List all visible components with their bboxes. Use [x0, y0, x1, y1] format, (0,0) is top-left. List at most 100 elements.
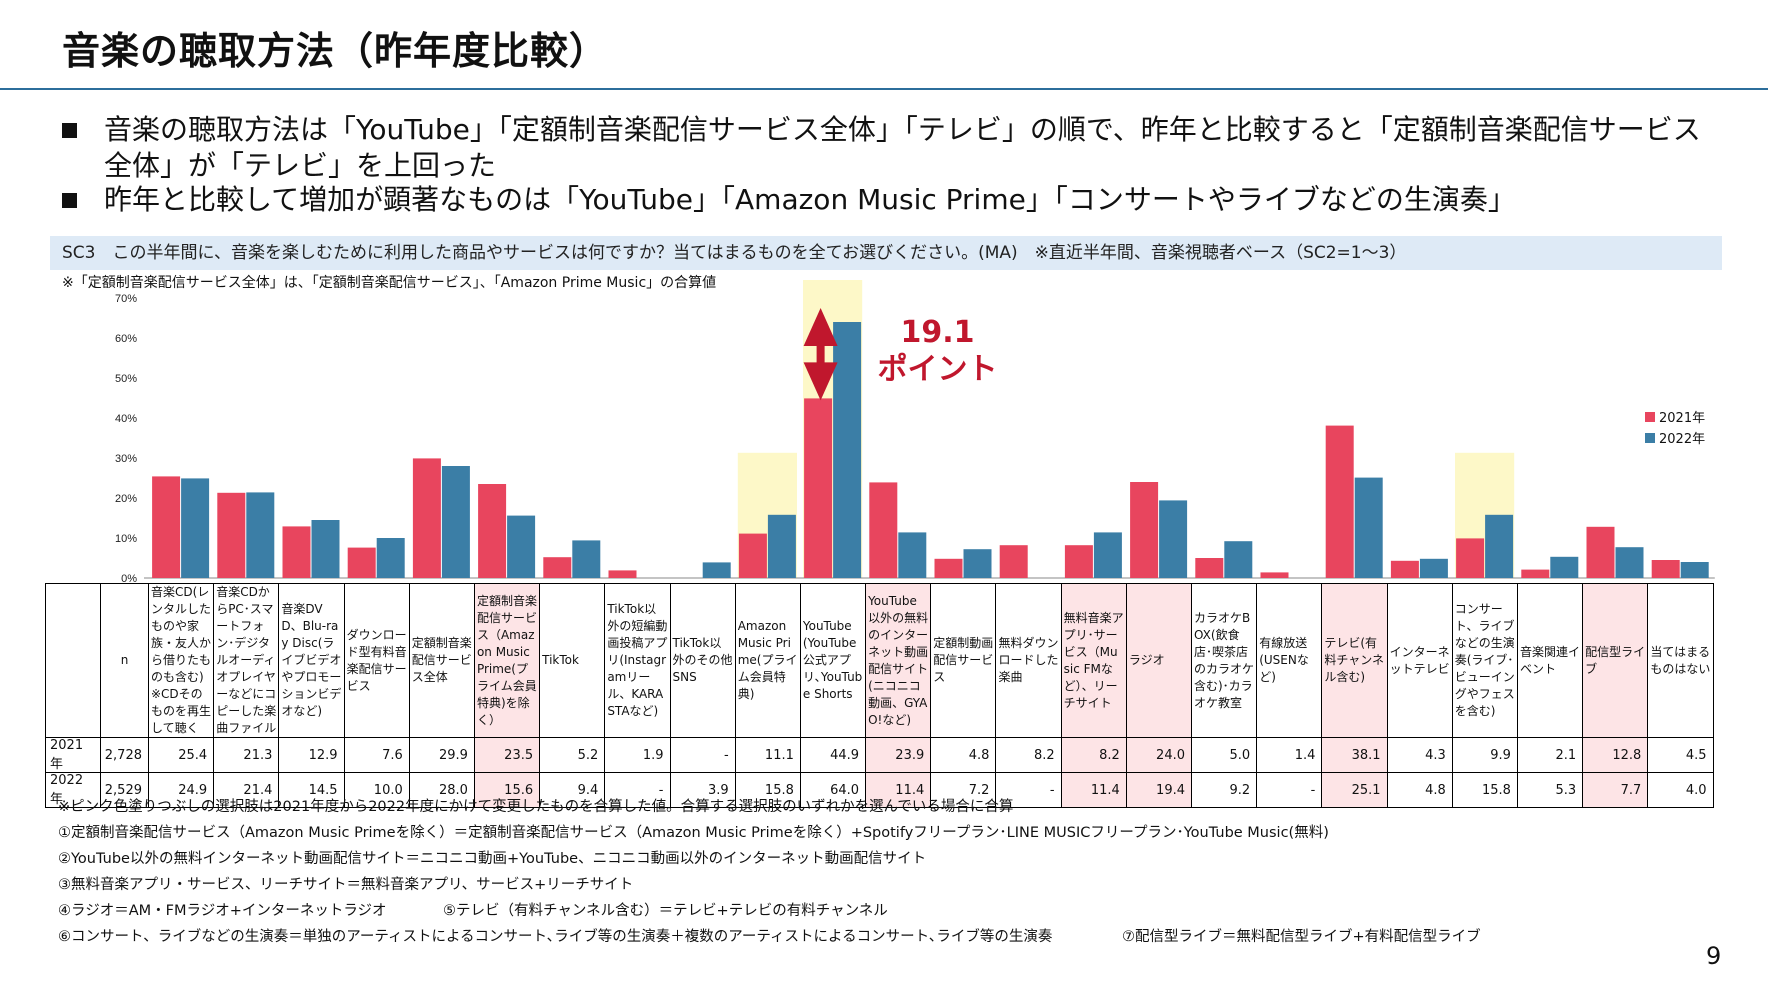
bar-2021 [804, 398, 833, 578]
value-cell: 24.0 [1125, 737, 1193, 773]
value-cell: 15.8 [734, 772, 801, 808]
value-cell: 9.9 [1451, 737, 1518, 773]
value-cell: 28.0 [408, 772, 475, 808]
bar-2021 [347, 547, 376, 578]
bar-2021 [738, 533, 767, 578]
value-cell: 10.0 [343, 772, 410, 808]
bar-2021 [1130, 482, 1159, 578]
bar-2022 [181, 478, 210, 578]
bar-2021 [1651, 560, 1680, 578]
page-title: 音楽の聴取方法（昨年度比較） [62, 29, 609, 73]
legend-label: 2022年 [1659, 432, 1706, 447]
table-header-cell: インターネットテレビ [1386, 583, 1453, 738]
bar-2022 [1419, 558, 1448, 578]
bar-2022 [1615, 547, 1644, 578]
table-header-cell: 当てはまるものはない [1647, 583, 1714, 738]
bar-2022 [1550, 556, 1579, 578]
y-tick-label: 40% [115, 413, 137, 425]
bar-2021 [934, 558, 963, 578]
value-cell: 4.3 [1386, 737, 1453, 773]
bar-2022 [1680, 562, 1709, 578]
value-cell: 23.9 [865, 737, 932, 773]
bar-2021 [999, 545, 1028, 578]
row-label-cell: 2021年 [45, 737, 101, 773]
y-tick-label: 30% [115, 453, 137, 465]
y-tick-label: 20% [115, 493, 137, 505]
bullet-item: 音楽の聴取方法は「YouTube」「定額制音楽配信サービス全体」「テレビ」の順で… [62, 112, 1722, 184]
bar-2021 [1586, 526, 1615, 578]
table-header-cell: ラジオ [1125, 583, 1193, 738]
bar-2022 [1485, 514, 1514, 578]
table-header-cell: 無料音楽アプリ･サービス（Music FMなど）、リーチサイト [1060, 583, 1127, 738]
value-cell: - [1256, 772, 1323, 808]
bar-2022 [1159, 500, 1188, 578]
footnote-text: ⑥コンサート、ライブなどの生演奏＝単独のアーティストによるコンサート､ライブ等の… [58, 929, 1053, 945]
value-cell: 21.4 [213, 772, 280, 808]
value-cell: 3.9 [669, 772, 736, 808]
value-cell: - [604, 772, 671, 808]
table-header-cell: 定額制音楽配信サービス（Amazon Music Prime(プライム会員特典)… [473, 583, 541, 738]
table-row: 2022年 2,529 24.9 21.4 14.5 10.0 28.0 15.6 9.4-3.… [45, 772, 1714, 808]
legend-item-2022: 2022年 [1645, 427, 1705, 448]
value-cell: 15.6 [473, 772, 541, 808]
bar-2022 [246, 492, 275, 578]
table-header-cell: TikTok [539, 583, 606, 738]
y-tick-label: 0% [121, 573, 137, 585]
bar-2021 [1456, 538, 1485, 578]
table-header-cell: 無料ダウンロードした楽曲 [995, 583, 1062, 738]
table-header-n: n [100, 583, 149, 738]
table-header-row: n 音楽CD(レンタルしたものや家族・友人から借りたものも含む)※CDそのものを再… [45, 583, 1714, 738]
page-number: 9 [1706, 942, 1722, 970]
bullet-text: 音楽の聴取方法は「YouTube」「定額制音楽配信サービス全体」「テレビ」の順で… [104, 113, 1701, 182]
bar-2022 [441, 466, 470, 578]
value-cell: - [669, 737, 736, 773]
bar-2021 [608, 570, 637, 578]
bar-2021 [543, 557, 572, 578]
value-cell: 8.2 [995, 737, 1062, 773]
bar-2022 [572, 540, 601, 578]
footnote-text: ②YouTube以外の無料インターネット動画配信サイト＝ニコニコ動画+YouTu… [58, 851, 927, 867]
value-cell: 25.1 [1321, 772, 1388, 808]
footnote-text: ①定額制音楽配信サービス（Amazon Music Primeを除く）＝定額制音… [58, 825, 1329, 841]
survey-question: SC3 この半年間に、音楽を楽しむために利用した商品やサービスは何ですか？当ては… [50, 236, 1722, 270]
value-cell: 8.2 [1060, 737, 1127, 773]
legend-swatch-2021 [1645, 411, 1655, 422]
bar-2022 [963, 549, 992, 578]
bar-2021 [282, 526, 311, 578]
bar-2022 [1354, 477, 1383, 578]
table-header-cell: 有線放送(USENなど) [1256, 583, 1323, 738]
legend-label: 2021年 [1659, 411, 1706, 426]
bar-2021 [1064, 545, 1093, 578]
value-cell: 11.1 [734, 737, 801, 773]
table-header-cell: Amazon Music Prime(プライム会員特典) [734, 583, 801, 738]
table-header-cell: コンサート、ライブなどの生演奏(ライブ･ビューイングやフェスを含む) [1451, 583, 1518, 738]
bar-2021 [1521, 569, 1550, 578]
row-label-cell: 2022年 [45, 772, 101, 808]
table-header-cell: 音楽DVD、Blu-ray Disc(ライブビデオやプロモーションビデオなど) [278, 583, 345, 738]
table-header-cell: 定額制動画配信サービス [930, 583, 997, 738]
legend-swatch-2022 [1645, 432, 1655, 443]
callout-unit: ポイント [877, 352, 998, 387]
bar-2021 [1390, 560, 1419, 578]
bar-2022 [311, 520, 340, 578]
table-header-cell: YouTube以外の無料のインターネット動画配信サイト(ニコニコ動画、GYAO!… [865, 583, 932, 738]
footnote-text: ※ピンク色塗りつぶしの選択肢は2021年度から2022年度にかけて変更したものを… [58, 799, 1014, 815]
bar-2021 [1195, 558, 1224, 578]
bar-2021 [1260, 572, 1289, 578]
bar-2021 [412, 458, 441, 578]
y-tick-label: 70% [115, 293, 137, 305]
table-header-cell: TikTok以外の短編動画投稿アプリ(Instagramリール、KARASTAな… [604, 583, 671, 738]
value-cell: 23.5 [473, 737, 541, 773]
data-table: n 音楽CD(レンタルしたものや家族・友人から借りたものも含む)※CDそのものを再… [45, 583, 1714, 808]
legend-item-2021: 2021年 [1645, 406, 1705, 427]
sample-size-cell: 2,728 [100, 737, 149, 773]
table-header-cell: 定額制音楽配信サービス全体 [408, 583, 475, 738]
value-cell: 4.5 [1647, 737, 1714, 773]
bar-2021 [217, 492, 246, 578]
value-cell: 29.9 [408, 737, 475, 773]
value-cell: 9.2 [1190, 772, 1258, 808]
value-cell: 44.9 [799, 737, 867, 773]
table-header-cell: カラオケBOX(飲食店･喫茶店のカラオケ含む)･カラオケ教室 [1190, 583, 1258, 738]
value-cell: 7.7 [1582, 772, 1649, 808]
